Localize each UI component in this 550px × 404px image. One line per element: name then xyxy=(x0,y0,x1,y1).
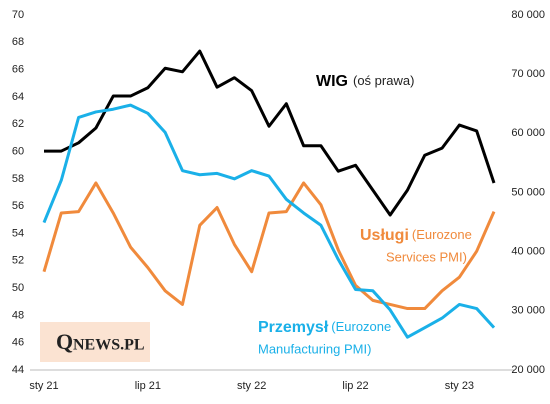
y-tick-label: 58 xyxy=(12,173,24,185)
y-tick-label: 62 xyxy=(12,118,24,130)
y-tick-label: 50 xyxy=(12,282,24,294)
series-line xyxy=(44,49,496,217)
y2-tick-label: 40 000 xyxy=(511,246,545,258)
x-tick-label: lip 22 xyxy=(342,380,368,392)
y2-tick-label: 80 000 xyxy=(511,9,545,21)
annotation-bold: WIG xyxy=(316,73,348,90)
y-tick-label: 66 xyxy=(12,64,24,76)
y-tick-label: 48 xyxy=(12,309,24,321)
x-tick-label: sty 21 xyxy=(29,380,58,392)
annotation: Usługi (Eurozone xyxy=(360,227,472,244)
annotation-text: (Eurozone xyxy=(412,227,472,242)
y-tick-label: 68 xyxy=(12,36,24,48)
annotation-bold: Usługi xyxy=(360,227,409,244)
x-tick-label: sty 23 xyxy=(445,380,474,392)
y-tick-label: 56 xyxy=(12,200,24,212)
logo-initial: Q xyxy=(56,329,73,354)
y-tick-label: 44 xyxy=(12,364,24,376)
annotation-text: Services PMI) xyxy=(386,249,467,264)
annotation-bold: Przemysł xyxy=(258,319,329,336)
logo-text: NEWS.PL xyxy=(73,337,145,354)
x-tick-label: sty 22 xyxy=(237,380,266,392)
annotation-text: (Eurozone xyxy=(331,319,391,334)
annotation-text: Manufacturing PMI) xyxy=(258,341,371,356)
y-tick-label: 70 xyxy=(12,9,24,21)
y2-tick-label: 20 000 xyxy=(511,364,545,376)
y2-tick-label: 70 000 xyxy=(511,68,545,80)
y-tick-label: 64 xyxy=(12,91,24,103)
y2-tick-label: 60 000 xyxy=(511,127,545,139)
series-line xyxy=(42,181,496,311)
y-tick-label: 60 xyxy=(12,145,24,157)
y-tick-label: 46 xyxy=(12,337,24,349)
y2-tick-label: 50 000 xyxy=(511,186,545,198)
annotation-text: (oś prawa) xyxy=(353,73,414,88)
y2-tick-label: 30 000 xyxy=(511,305,545,317)
y-tick-label: 54 xyxy=(12,227,24,239)
annotation: Przemysł (Eurozone xyxy=(258,319,391,336)
y-tick-label: 52 xyxy=(12,255,24,267)
series-line xyxy=(42,103,496,339)
logo-box xyxy=(40,322,150,362)
x-tick-label: lip 21 xyxy=(135,380,161,392)
annotation: WIG (oś prawa) xyxy=(316,73,414,90)
